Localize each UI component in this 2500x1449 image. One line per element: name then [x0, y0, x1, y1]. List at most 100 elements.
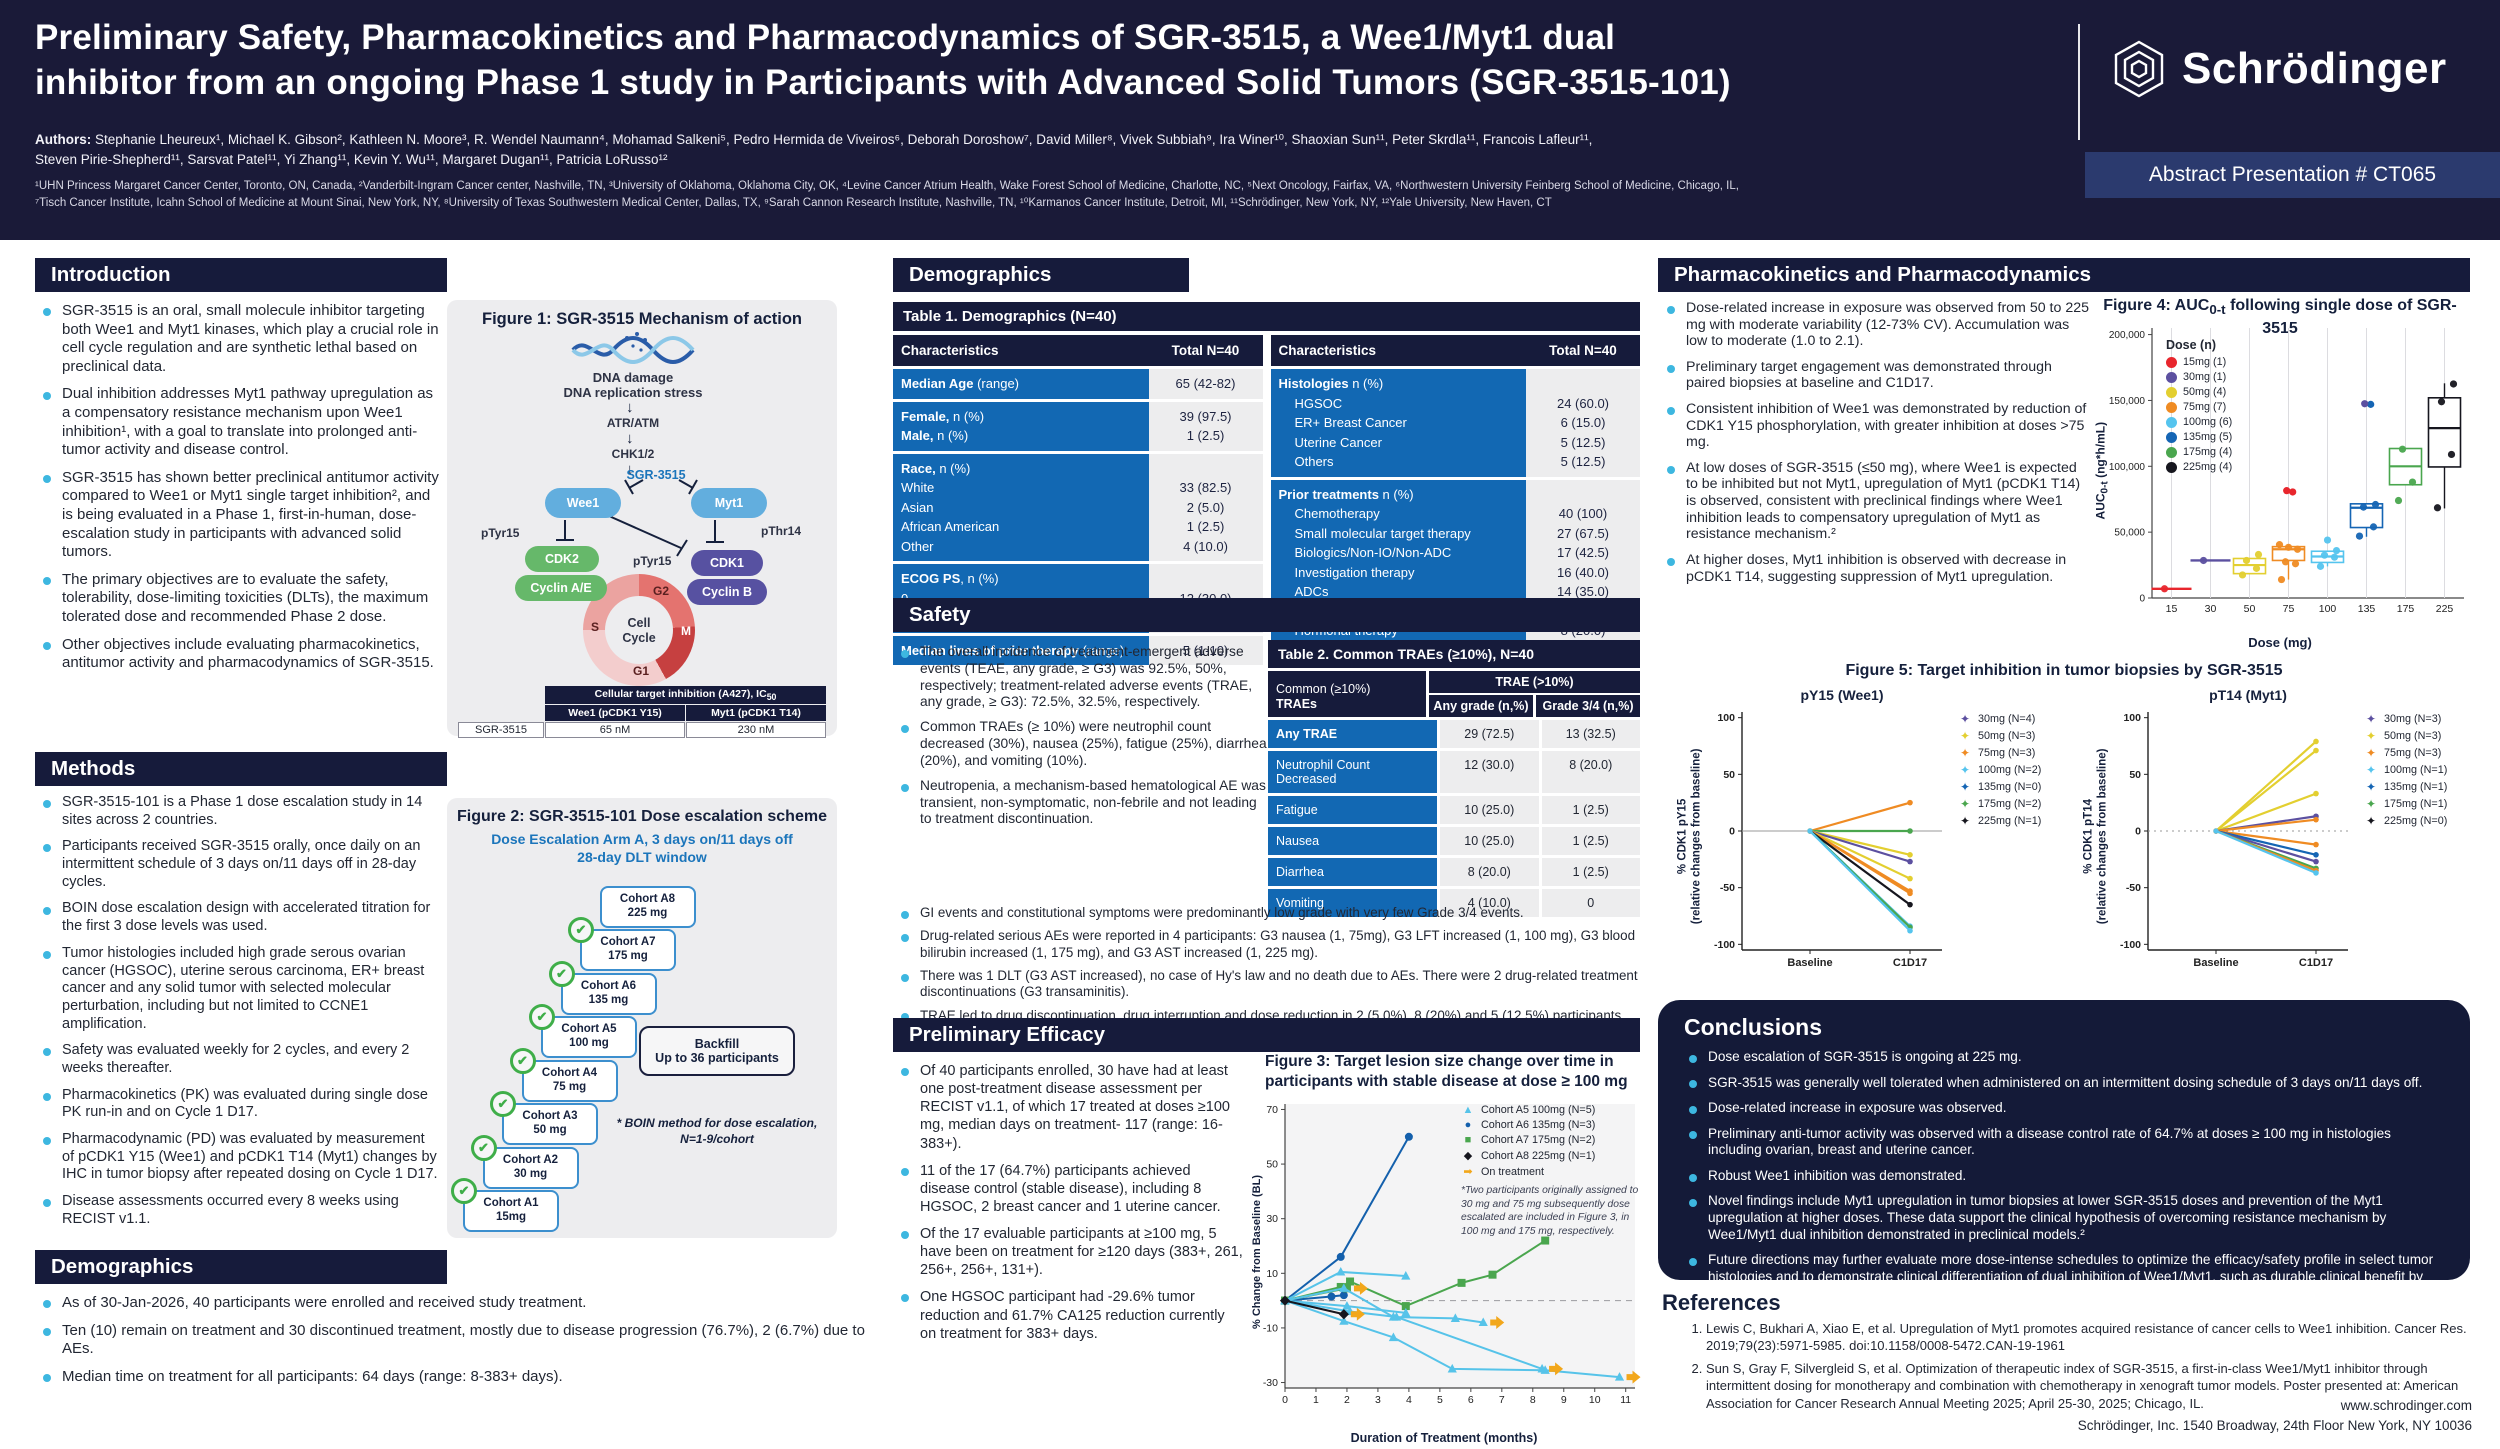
figure1-ic50-table: Cellular target inhibition (A427), IC50 … — [458, 686, 826, 739]
bullet-item: The primary objectives are to evaluate t… — [38, 571, 440, 627]
figure3-title: Figure 3: Target lesion size change over… — [1243, 1052, 1645, 1092]
legend-item: ✦ 225mg (N=0) — [2365, 814, 2448, 828]
legend-item: ✦ 100mg (N=2) — [1959, 763, 2042, 777]
figure2-subtitle-line2: 28-day DLT window — [577, 849, 707, 866]
label-g2: G2 — [653, 584, 670, 598]
legend-item: ✦ 225mg (N=1) — [1959, 814, 2042, 828]
methods-bullets: SGR-3515-101 is a Phase 1 dose escalatio… — [38, 794, 440, 1237]
figure5-legend: ✦ 30mg (N=3) ✦ 50mg (N=3) ✦ 75mg (N=3) ✦ 100mg … — [2364, 712, 2468, 831]
table2-subheaders: Any grade (n,%) Grade 3/4 (n,%) — [1429, 695, 1640, 717]
check-icon: ✔ — [470, 1134, 497, 1161]
figure4-ylabel-sub: 0-t — [2099, 481, 2111, 494]
bullet-item: As of 30-Jan-2026, 40 participants were … — [38, 1294, 868, 1313]
figure5-py15-panel: % CDK1 pY15 (relative changes from baseli… — [1662, 686, 2060, 986]
svg-text:50: 50 — [2129, 769, 2141, 781]
table2-header: Common (≥10%) TRAEs TRAE (>10%) Any grad… — [1268, 671, 1640, 717]
legend-item: ✦ 135mg (N=1) — [2365, 780, 2448, 794]
ic50-col-wee1: Wee1 (pCDK1 Y15) — [545, 705, 685, 722]
check-icon: ✔ — [529, 1004, 555, 1030]
figure3-chart: 70 50 30 10 -10 -30 0 1 2 3 4 5 6 7 8 9 10 11 % Change fr… — [1243, 1096, 1645, 1445]
ic50-header-sub: 50 — [766, 692, 777, 703]
cohort-box: Cohort A6 135 mg — [560, 972, 657, 1015]
svg-text:0: 0 — [2139, 594, 2145, 605]
ic50-header-text: Cellular target inhibition (A427), IC — [594, 688, 767, 700]
ic50-header: Cellular target inhibition (A427), IC50 — [545, 686, 826, 705]
legend-item: ✦ 30mg (N=3) — [2365, 712, 2442, 726]
cell-cycle-donut-hole — [605, 596, 673, 664]
figure4: Figure 4: AUC0-t following single dose o… — [2088, 296, 2472, 660]
label-pthr14: pThr14 — [761, 524, 802, 538]
arrow-down-icon: ↓ — [626, 430, 634, 447]
bullet-item: Preliminary anti-tumor activity was obse… — [1684, 1126, 2448, 1159]
bullet-item: SGR-3515 was generally well tolerated wh… — [1684, 1075, 2448, 1092]
bullet-item: 11 of the 17 (64.7%) participants achiev… — [896, 1162, 1244, 1216]
bullet-item: Lewis C, Bukhari A, Xiao E, et al. Upreg… — [1706, 1320, 2482, 1355]
label-sgr-3515: SGR-3515 — [626, 468, 686, 482]
cohort-box: Cohort A3 50 mg — [502, 1103, 598, 1145]
legend-item: 50mg (4) — [2166, 386, 2286, 398]
node-cyclin-ae: Cyclin A/E — [515, 575, 607, 601]
footer-address: Schrödinger, Inc. 1540 Broadway, 24th Fl… — [2077, 1417, 2472, 1433]
figure4-xlabel: Dose (mg) — [2248, 635, 2312, 650]
svg-text:70: 70 — [1266, 1104, 1278, 1116]
node-myt1: Myt1 — [691, 488, 767, 518]
figure3-footnote: *Two participants originally assigned to… — [1461, 1185, 1639, 1237]
figure1-panel: Figure 1: SGR-3515 Mechanism of action D… — [447, 300, 837, 739]
abstract-number: Abstract Presentation # CT065 — [2148, 163, 2437, 186]
section-safety: Safety — [893, 598, 1640, 632]
legend-item: 15mg (1) — [2166, 356, 2286, 368]
legend-item: ✦ 30mg (N=4) — [1959, 712, 2036, 726]
cohort-box: Cohort A4 75 mg — [521, 1059, 618, 1102]
legend-item: ✦ 135mg (N=0) — [1959, 780, 2042, 794]
bullet-item: Pharmacodynamic (PD) was evaluated by me… — [38, 1131, 440, 1184]
legend-item: 225mg (4) — [2166, 461, 2286, 473]
check-icon: ✔ — [490, 1091, 516, 1117]
svg-text:100: 100 — [2319, 603, 2337, 615]
svg-text:9: 9 — [1561, 1394, 1567, 1406]
figure1-connectors — [556, 332, 724, 557]
bullet-item: SGR-3515-101 is a Phase 1 dose escalatio… — [38, 794, 440, 829]
section-demographics-left-title: Demographics — [51, 1255, 194, 1278]
schrodinger-logo: Schrödinger — [2108, 38, 2447, 100]
bullet-item: The overall incidence of treatment-emerg… — [896, 644, 1268, 711]
affiliations-line2: ⁷Tisch Cancer Institute, Icahn School of… — [35, 197, 1552, 210]
section-efficacy-title: Preliminary Efficacy — [909, 1023, 1105, 1046]
svg-text:225: 225 — [2436, 603, 2454, 615]
table1-right-header: Characteristics Total N=40 — [1270, 335, 1640, 366]
svg-text:pY15 (Wee1): pY15 (Wee1) — [1801, 687, 1884, 703]
legend-item: ■ Cohort A7 175mg (N=2) — [1464, 1134, 1596, 1146]
figure4-ylabel-pre: AUC — [2093, 493, 2108, 520]
legend-item: ➡ On treatment — [1463, 1165, 1545, 1179]
table2-header-left: Common (≥10%) TRAEs — [1268, 671, 1426, 717]
col-total: Total N=40 — [1549, 343, 1617, 358]
table2-title: Table 2. Common TRAEs (≥10%), N=40 — [1268, 640, 1640, 668]
authors-line1: Authors: Stephanie Lheureux¹, Michael K.… — [35, 130, 2045, 150]
svg-text:Baseline: Baseline — [1787, 957, 1832, 969]
bullet-item: Safety was evaluated weekly for 2 cycles… — [38, 1042, 440, 1077]
label-s: S — [591, 620, 600, 634]
abstract-presentation-bar: Abstract Presentation # CT065 — [2085, 152, 2500, 198]
bullet-item: Future directions may further evaluate m… — [1684, 1252, 2448, 1302]
svg-text:-100: -100 — [1714, 939, 1735, 951]
svg-text:100: 100 — [2123, 712, 2141, 724]
poster-title: Preliminary Safety, Pharmacokinetics and… — [35, 16, 2065, 106]
bullet-item: Sun S, Gray F, Silvergleid S, et al. Opt… — [1706, 1360, 2482, 1412]
legend-item: ▲ Cohort A5 100mg (N=5) — [1462, 1104, 1596, 1116]
legend-title: Dose (n) — [2166, 338, 2216, 352]
poster-title-line1: Preliminary Safety, Pharmacokinetics and… — [35, 18, 1616, 57]
backfill-label: Backfill — [694, 1037, 740, 1051]
bullet-item: Novel findings include Myt1 upregulation… — [1684, 1193, 2448, 1243]
figure5-pt14-panel: % CDK1 pT14 (relative changes from baseli… — [2068, 686, 2466, 986]
cohort-box: Cohort A8 225 mg — [599, 885, 696, 928]
figure4-legend: Dose (n) 15mg (1) 30mg (1) 50mg (4) 75mg (7)… — [2166, 338, 2286, 476]
bullet-item: There was 1 DLT (G3 AST increased), no c… — [896, 968, 1638, 1001]
check-icon: ✔ — [548, 960, 575, 987]
label-ptyr15-mid: pTyr15 — [633, 554, 672, 568]
figure3-ylabel-text: % Change from Baseline (BL) — [1251, 1174, 1263, 1330]
footer: www.schrodinger.com Schrödinger, Inc. 15… — [2078, 1396, 2472, 1435]
header: Preliminary Safety, Pharmacokinetics and… — [0, 0, 2500, 240]
figure3-legend: ▲ Cohort A5 100mg (N=5) ● Cohort A6 135mg (… — [1461, 1104, 1641, 1238]
schrodinger-logo-icon — [2114, 40, 2164, 98]
label-atr-atm: ATR/ATM — [606, 416, 660, 430]
svg-text:135: 135 — [2358, 603, 2376, 615]
